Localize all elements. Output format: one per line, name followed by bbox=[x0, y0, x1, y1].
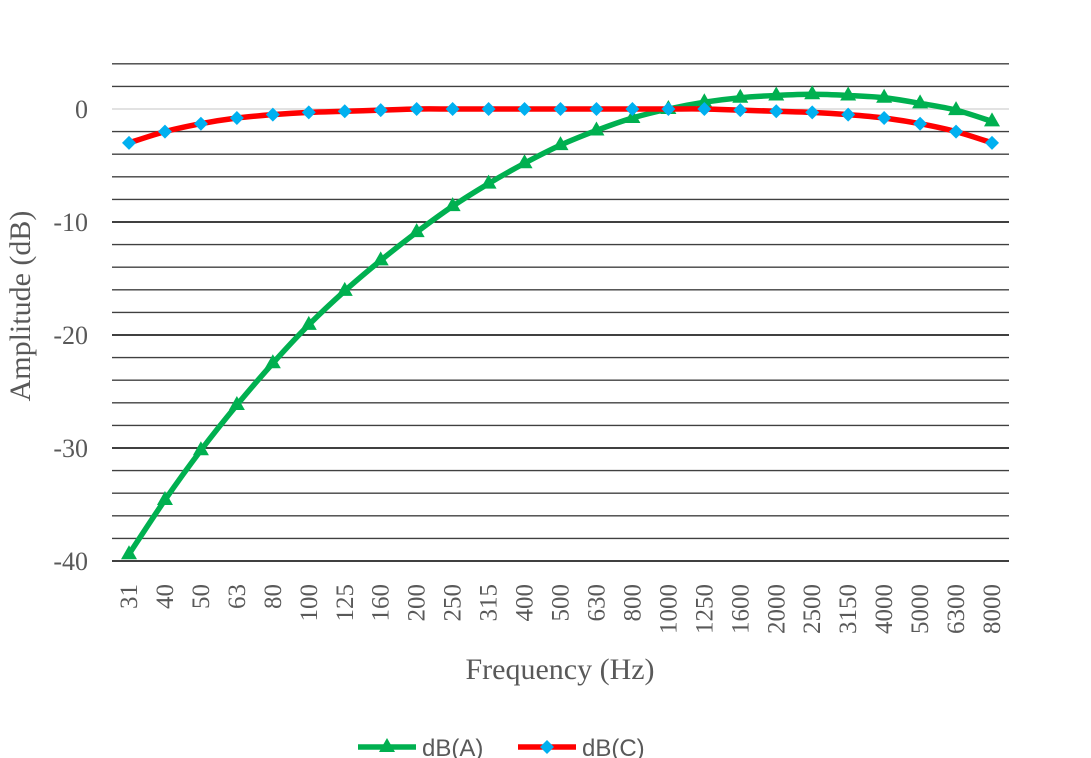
y-tick-label: 0 bbox=[75, 95, 88, 124]
x-tick-label: 100 bbox=[296, 584, 323, 622]
data-point bbox=[732, 88, 749, 103]
legend: dB(A) dB(C) bbox=[358, 735, 645, 758]
y-tick-label: -40 bbox=[53, 547, 88, 576]
data-point bbox=[122, 135, 136, 150]
x-axis-ticks: 31 40 50 63 80 100 125 160 200 250 315 400 500 630 800… bbox=[116, 584, 1006, 634]
legend-label: dB(C) bbox=[582, 735, 645, 758]
data-point bbox=[697, 102, 712, 116]
y-tick-label: -10 bbox=[53, 208, 88, 237]
y-axis-title: Amplitude (dB) bbox=[4, 211, 37, 402]
y-tick-label: -30 bbox=[53, 434, 88, 463]
data-point bbox=[157, 124, 172, 139]
data-point bbox=[156, 490, 173, 505]
x-tick-label: 500 bbox=[548, 584, 575, 622]
data-point bbox=[264, 354, 281, 369]
data-point bbox=[625, 102, 640, 116]
data-point bbox=[336, 281, 353, 296]
data-point bbox=[337, 104, 352, 119]
data-point bbox=[481, 102, 496, 116]
legend-label: dB(A) bbox=[422, 735, 483, 758]
data-point bbox=[553, 102, 568, 116]
data-point bbox=[228, 396, 245, 411]
data-point bbox=[409, 102, 424, 116]
data-point bbox=[516, 154, 533, 169]
data-point bbox=[733, 103, 748, 118]
x-tick-label: 3150 bbox=[835, 584, 862, 634]
data-point bbox=[984, 112, 1000, 127]
data-point bbox=[949, 124, 964, 139]
data-point bbox=[661, 102, 676, 116]
legend-marker bbox=[540, 740, 554, 754]
x-tick-label: 2000 bbox=[763, 584, 790, 634]
x-tick-label: 50 bbox=[188, 584, 215, 609]
data-point bbox=[696, 93, 713, 108]
data-point bbox=[589, 102, 604, 116]
x-tick-label: 63 bbox=[224, 584, 251, 609]
data-point bbox=[373, 103, 388, 118]
data-point bbox=[192, 441, 209, 456]
x-tick-label: 8000 bbox=[979, 584, 1006, 634]
data-point bbox=[552, 136, 569, 151]
x-tick-label: 1000 bbox=[655, 584, 682, 634]
x-tick-label: 400 bbox=[512, 584, 539, 622]
data-point bbox=[913, 116, 928, 131]
data-point bbox=[193, 116, 208, 131]
data-point bbox=[588, 121, 605, 136]
gridlines bbox=[112, 63, 1009, 562]
x-tick-label: 125 bbox=[332, 584, 359, 622]
x-tick-label: 630 bbox=[583, 584, 610, 622]
data-point bbox=[408, 223, 425, 238]
data-point bbox=[121, 545, 137, 560]
x-tick-label: 315 bbox=[476, 584, 503, 622]
x-tick-label: 80 bbox=[260, 584, 287, 609]
x-tick-label: 1600 bbox=[727, 584, 754, 634]
x-axis-title: Frequency (Hz) bbox=[465, 653, 654, 686]
series-line bbox=[126, 91, 995, 557]
data-point bbox=[804, 85, 821, 100]
data-point bbox=[840, 86, 857, 101]
data-point bbox=[876, 88, 893, 103]
data-point bbox=[912, 94, 929, 109]
x-tick-label: 250 bbox=[440, 584, 467, 622]
data-point bbox=[229, 111, 244, 126]
data-point bbox=[877, 111, 892, 126]
x-tick-label: 200 bbox=[404, 584, 431, 622]
data-point bbox=[444, 197, 461, 212]
data-point bbox=[445, 102, 460, 116]
y-tick-label: -20 bbox=[53, 321, 88, 350]
x-tick-label: 160 bbox=[368, 584, 395, 622]
x-tick-label: 40 bbox=[152, 584, 179, 609]
x-tick-label: 5000 bbox=[907, 584, 934, 634]
data-point bbox=[265, 107, 280, 122]
data-point bbox=[841, 107, 856, 122]
x-tick-label: 6300 bbox=[943, 584, 970, 634]
x-tick-label: 2500 bbox=[799, 584, 826, 634]
legend-marker bbox=[379, 738, 395, 752]
x-tick-label: 31 bbox=[116, 584, 143, 609]
data-point bbox=[372, 251, 389, 266]
data-point bbox=[948, 101, 965, 116]
data-point bbox=[769, 104, 784, 119]
x-tick-label: 4000 bbox=[871, 584, 898, 634]
data-point bbox=[480, 174, 497, 189]
y-axis-ticks: 0 -10 -20 -30 -40 bbox=[53, 95, 88, 576]
x-tick-label: 1250 bbox=[691, 584, 718, 634]
data-point bbox=[768, 86, 785, 101]
series-group bbox=[121, 85, 1000, 560]
data-point bbox=[805, 105, 820, 120]
x-tick-label: 800 bbox=[619, 584, 646, 622]
data-point bbox=[985, 135, 999, 150]
data-point bbox=[300, 315, 317, 330]
data-point bbox=[517, 102, 532, 116]
data-point bbox=[624, 109, 641, 124]
data-point bbox=[301, 105, 316, 120]
